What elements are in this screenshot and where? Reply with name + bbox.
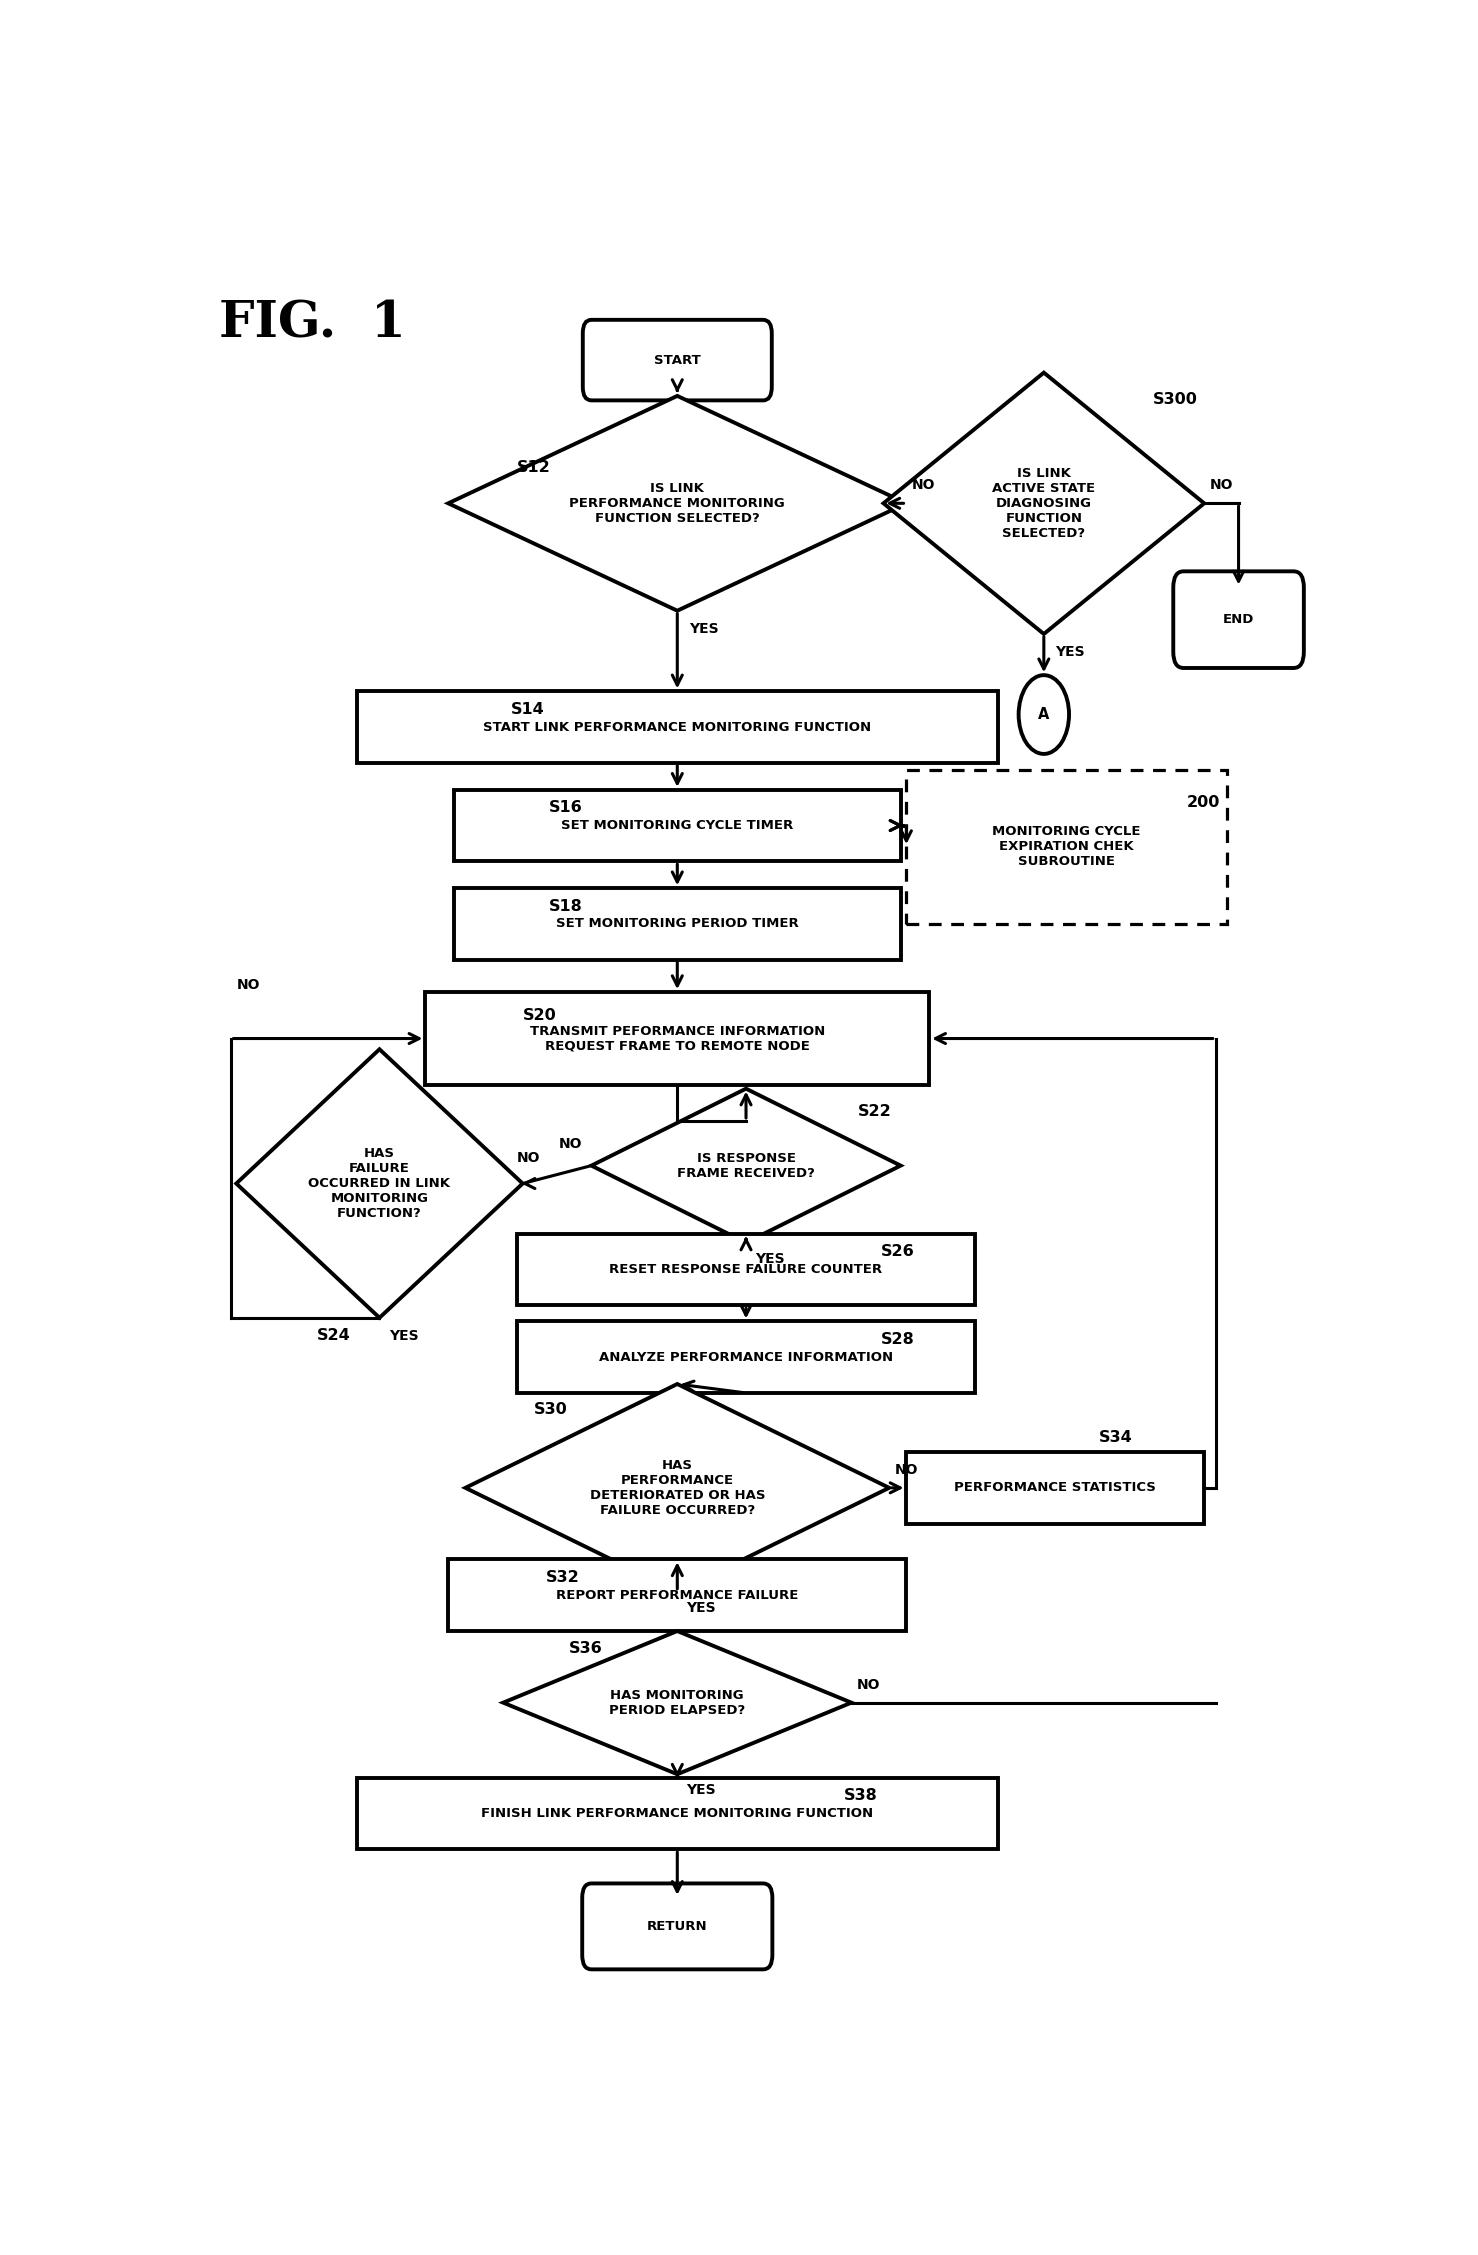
Text: YES: YES xyxy=(755,1252,785,1265)
Text: START LINK PERFORMANCE MONITORING FUNCTION: START LINK PERFORMANCE MONITORING FUNCTI… xyxy=(483,722,872,733)
Text: S24: S24 xyxy=(316,1328,350,1344)
Text: S34: S34 xyxy=(1098,1430,1132,1445)
Text: END: END xyxy=(1222,613,1255,627)
Text: S26: S26 xyxy=(881,1245,915,1258)
Text: HAS MONITORING
PERIOD ELAPSED?: HAS MONITORING PERIOD ELAPSED? xyxy=(609,1689,745,1716)
Text: S22: S22 xyxy=(859,1105,893,1118)
Text: ANALYZE PERFORMANCE INFORMATION: ANALYZE PERFORMANCE INFORMATION xyxy=(599,1351,893,1364)
Polygon shape xyxy=(591,1089,900,1243)
Polygon shape xyxy=(884,372,1205,634)
Text: S38: S38 xyxy=(844,1788,876,1804)
Text: RETURN: RETURN xyxy=(647,1919,708,1933)
Polygon shape xyxy=(466,1385,890,1592)
Text: SET MONITORING PERIOD TIMER: SET MONITORING PERIOD TIMER xyxy=(556,918,798,931)
Text: YES: YES xyxy=(689,622,718,636)
Bar xyxy=(448,1560,906,1630)
FancyBboxPatch shape xyxy=(582,1883,773,1969)
Text: S14: S14 xyxy=(511,701,545,717)
Text: NO: NO xyxy=(896,1463,918,1477)
Bar xyxy=(906,769,1227,925)
Text: A: A xyxy=(1038,708,1049,722)
Text: S32: S32 xyxy=(545,1569,579,1585)
Text: HAS
FAILURE
OCCURRED IN LINK
MONITORING
FUNCTION?: HAS FAILURE OCCURRED IN LINK MONITORING … xyxy=(309,1148,451,1220)
Text: IS LINK
ACTIVE STATE
DIAGNOSING
FUNCTION
SELECTED?: IS LINK ACTIVE STATE DIAGNOSING FUNCTION… xyxy=(992,467,1095,539)
Circle shape xyxy=(1018,674,1069,753)
Text: FINISH LINK PERFORMANCE MONITORING FUNCTION: FINISH LINK PERFORMANCE MONITORING FUNCT… xyxy=(482,1806,873,1820)
Text: S28: S28 xyxy=(881,1333,915,1346)
Text: START: START xyxy=(653,354,701,368)
Bar xyxy=(517,1321,975,1394)
Bar xyxy=(517,1233,975,1306)
Text: MONITORING CYCLE
EXPIRATION CHEK
SUBROUTINE: MONITORING CYCLE EXPIRATION CHEK SUBROUT… xyxy=(993,825,1141,868)
Text: NO: NO xyxy=(1210,478,1234,492)
Text: TRANSMIT PEFORMANCE INFORMATION
REQUEST FRAME TO REMOTE NODE: TRANSMIT PEFORMANCE INFORMATION REQUEST … xyxy=(529,1024,825,1053)
Text: YES: YES xyxy=(1055,645,1085,658)
Text: S30: S30 xyxy=(534,1403,568,1416)
Text: NO: NO xyxy=(912,478,936,492)
Polygon shape xyxy=(503,1630,851,1775)
Text: S300: S300 xyxy=(1153,392,1197,406)
Polygon shape xyxy=(448,397,906,611)
Text: NO: NO xyxy=(517,1152,541,1166)
Text: YES: YES xyxy=(389,1328,418,1342)
Text: HAS
PERFORMANCE
DETERIORATED OR HAS
FAILURE OCCURRED?: HAS PERFORMANCE DETERIORATED OR HAS FAIL… xyxy=(590,1459,766,1518)
Text: S18: S18 xyxy=(548,897,582,913)
Bar xyxy=(356,692,998,762)
Text: SET MONITORING CYCLE TIMER: SET MONITORING CYCLE TIMER xyxy=(562,819,794,832)
Bar xyxy=(906,1452,1205,1524)
Bar xyxy=(454,888,900,961)
FancyBboxPatch shape xyxy=(582,320,772,401)
Text: IS RESPONSE
FRAME RECEIVED?: IS RESPONSE FRAME RECEIVED? xyxy=(677,1152,814,1179)
Text: NO: NO xyxy=(236,979,260,992)
Text: S16: S16 xyxy=(548,801,582,814)
Bar xyxy=(356,1777,998,1849)
Text: YES: YES xyxy=(686,1601,715,1615)
Bar xyxy=(426,992,930,1085)
Bar xyxy=(454,789,900,861)
Text: S12: S12 xyxy=(517,460,551,476)
Text: S20: S20 xyxy=(523,1008,556,1024)
Text: S36: S36 xyxy=(569,1642,602,1657)
Text: PERFORMANCE STATISTICS: PERFORMANCE STATISTICS xyxy=(955,1482,1156,1495)
Text: NO: NO xyxy=(857,1678,881,1691)
Text: NO: NO xyxy=(559,1137,582,1150)
Text: IS LINK
PERFORMANCE MONITORING
FUNCTION SELECTED?: IS LINK PERFORMANCE MONITORING FUNCTION … xyxy=(569,483,785,525)
Text: YES: YES xyxy=(686,1784,715,1797)
Text: REPORT PERFORMANCE FAILURE: REPORT PERFORMANCE FAILURE xyxy=(556,1590,798,1601)
Text: RESET RESPONSE FAILURE COUNTER: RESET RESPONSE FAILURE COUNTER xyxy=(609,1263,882,1276)
Text: FIG.  1: FIG. 1 xyxy=(219,300,406,350)
FancyBboxPatch shape xyxy=(1174,571,1304,667)
Text: 200: 200 xyxy=(1187,794,1221,810)
Polygon shape xyxy=(236,1049,523,1317)
